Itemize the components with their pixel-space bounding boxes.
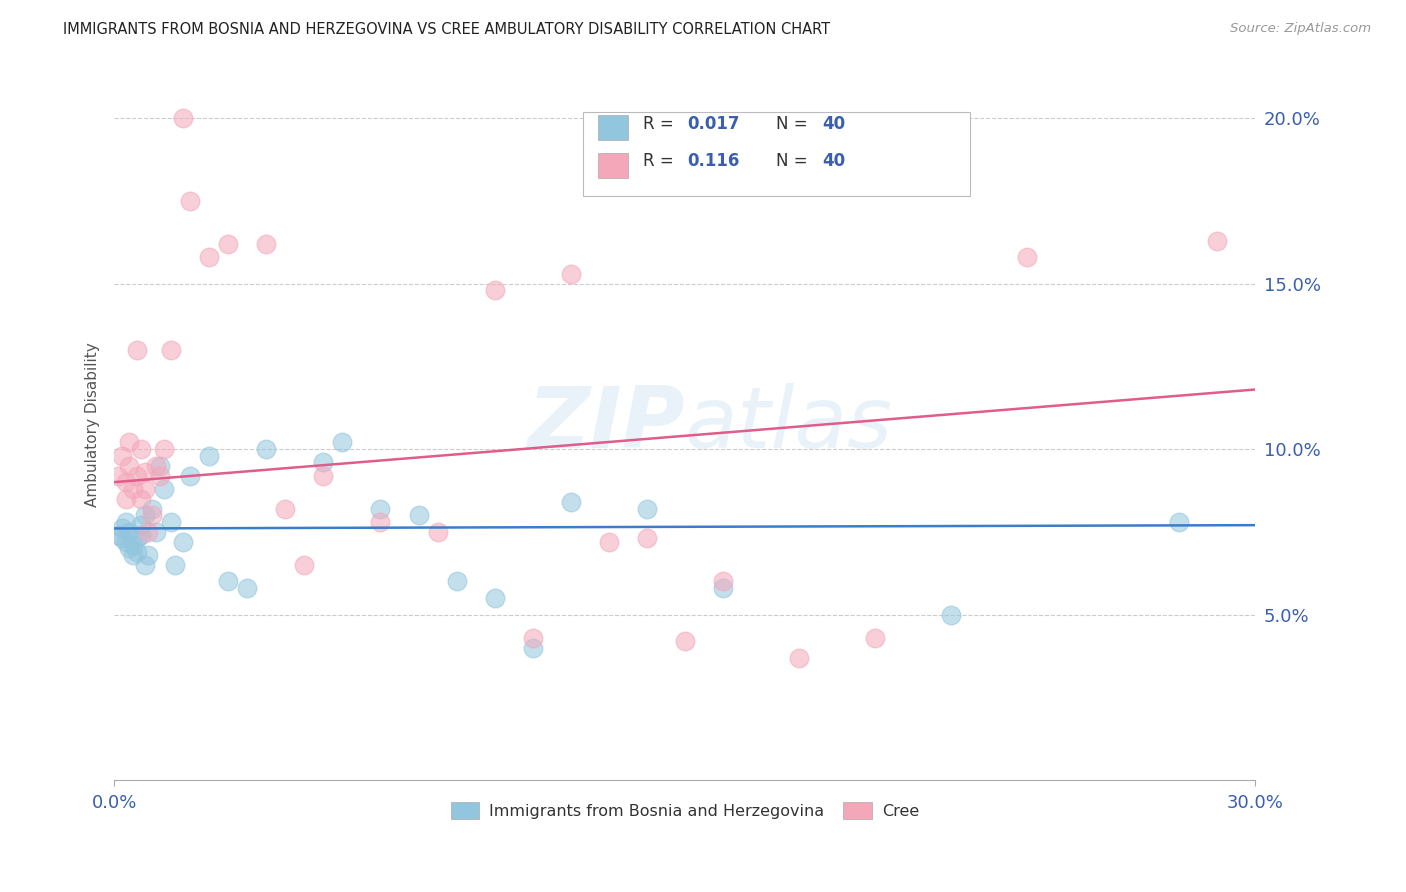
Point	[179, 468, 201, 483]
Point	[254, 442, 277, 456]
Text: R =: R =	[643, 115, 679, 133]
Point	[141, 501, 163, 516]
Point	[236, 581, 259, 595]
Point	[129, 528, 152, 542]
Point	[522, 631, 544, 645]
Point	[198, 250, 221, 264]
Point	[111, 532, 134, 546]
Point	[939, 607, 962, 622]
Text: 40: 40	[823, 153, 845, 170]
Point	[160, 343, 183, 357]
Point	[560, 495, 582, 509]
Point	[165, 558, 187, 572]
Text: R =: R =	[643, 153, 679, 170]
Point	[863, 631, 886, 645]
Point	[598, 534, 620, 549]
Point	[129, 442, 152, 456]
Point	[711, 581, 734, 595]
Text: 40: 40	[823, 115, 845, 133]
Point	[111, 521, 134, 535]
Point	[118, 524, 141, 539]
Point	[1206, 234, 1229, 248]
Point	[152, 482, 174, 496]
Point	[138, 548, 160, 562]
Point	[134, 465, 156, 479]
Point	[198, 449, 221, 463]
Point	[370, 501, 392, 516]
Point	[179, 194, 201, 208]
Point	[312, 468, 335, 483]
Point	[114, 534, 136, 549]
Point	[125, 468, 148, 483]
Point	[370, 515, 392, 529]
Point	[560, 267, 582, 281]
Point	[217, 236, 239, 251]
Text: ZIP: ZIP	[527, 383, 685, 466]
Point	[118, 458, 141, 473]
Point	[114, 491, 136, 506]
Point	[332, 435, 354, 450]
Point	[134, 558, 156, 572]
Point	[1168, 515, 1191, 529]
Point	[312, 455, 335, 469]
Legend: Immigrants from Bosnia and Herzegovina, Cree: Immigrants from Bosnia and Herzegovina, …	[444, 796, 925, 825]
Point	[129, 518, 152, 533]
Point	[484, 591, 506, 605]
Point	[787, 650, 810, 665]
Point	[107, 528, 129, 542]
Point	[145, 458, 167, 473]
Point	[125, 343, 148, 357]
Point	[134, 482, 156, 496]
Point	[149, 468, 172, 483]
Point	[254, 236, 277, 251]
Point	[426, 524, 449, 539]
Point	[134, 508, 156, 523]
Point	[636, 532, 658, 546]
Text: Source: ZipAtlas.com: Source: ZipAtlas.com	[1230, 22, 1371, 36]
Point	[114, 515, 136, 529]
Point	[636, 501, 658, 516]
Point	[122, 548, 145, 562]
Point	[711, 574, 734, 589]
Point	[274, 501, 297, 516]
Point	[292, 558, 315, 572]
Point	[122, 482, 145, 496]
Point	[138, 524, 160, 539]
Point	[484, 283, 506, 297]
Point	[145, 524, 167, 539]
Point	[522, 640, 544, 655]
Text: N =: N =	[776, 115, 813, 133]
Y-axis label: Ambulatory Disability: Ambulatory Disability	[86, 342, 100, 507]
Point	[141, 508, 163, 523]
Point	[673, 634, 696, 648]
Point	[446, 574, 468, 589]
Point	[408, 508, 430, 523]
Point	[107, 468, 129, 483]
Point	[118, 435, 141, 450]
Text: atlas: atlas	[685, 383, 893, 466]
Point	[118, 541, 141, 556]
Point	[152, 442, 174, 456]
Point	[172, 111, 194, 125]
Point	[217, 574, 239, 589]
Text: 0.017: 0.017	[688, 115, 740, 133]
Point	[122, 538, 145, 552]
Point	[125, 532, 148, 546]
Point	[1017, 250, 1039, 264]
Point	[172, 534, 194, 549]
Point	[160, 515, 183, 529]
Point	[114, 475, 136, 490]
Text: N =: N =	[776, 153, 813, 170]
Point	[111, 449, 134, 463]
Text: IMMIGRANTS FROM BOSNIA AND HERZEGOVINA VS CREE AMBULATORY DISABILITY CORRELATION: IMMIGRANTS FROM BOSNIA AND HERZEGOVINA V…	[63, 22, 831, 37]
Text: 0.116: 0.116	[688, 153, 740, 170]
Point	[125, 544, 148, 558]
Point	[129, 491, 152, 506]
Point	[149, 458, 172, 473]
